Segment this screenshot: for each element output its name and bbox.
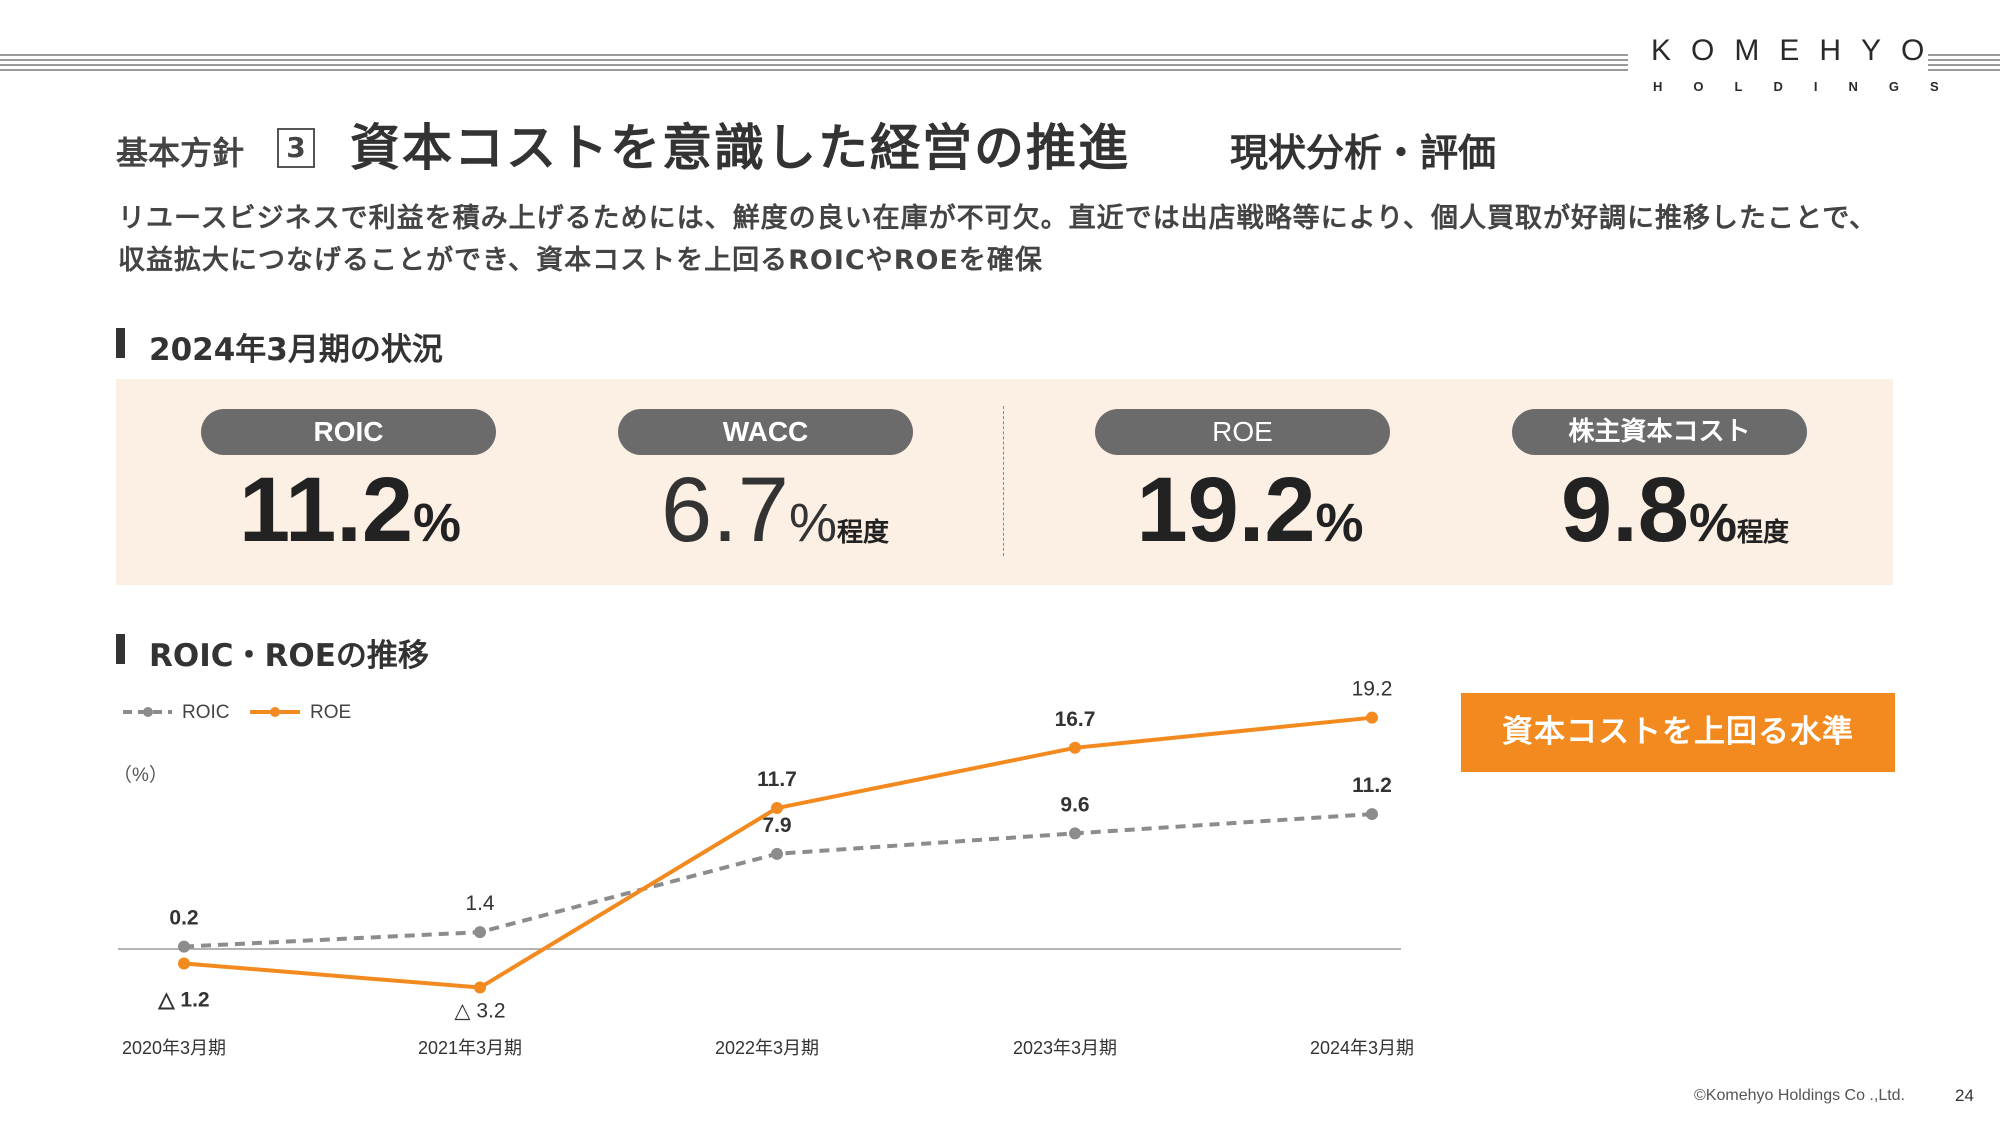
status-section-title: 2024年3月期の状況 [149,332,443,368]
series-roic: 0.2 1.4 7.9 9.6 11.2 [169,774,1392,953]
page-title: 資本コストを意識した経営の推進 [350,119,1130,177]
series-roe: △ 1.2 △ 3.2 11.7 16.7 19.2 [157,678,1392,1023]
x-axis-ticks: 2020年3月期 2021年3月期 2022年3月期 2023年3月期 2024年3月期 [122,1038,1414,1058]
cost-callout: 資本コストを上回る水準 [1461,693,1895,772]
data-label-roic: 11.2 [1352,774,1392,797]
point-roic [1366,808,1378,821]
kpi-roic-number: 11.2 [239,459,413,561]
legend-roic-label: ROIC [182,702,230,723]
logo-main: KOMEHYO [1651,34,1945,67]
point-roe [474,981,486,994]
data-label-roe: △ 1.2 [157,988,209,1011]
kpi-roe-unit: % [1315,493,1364,553]
data-label-roe: 11.7 [757,768,797,791]
point-roe [178,957,190,970]
chart-unit-label: （%） [113,764,168,786]
data-label-roic: 0.2 [169,907,198,930]
logo-sub: HOLDINGS [1653,79,1970,94]
kpi-label-wacc: WACC [618,409,913,455]
kpi-value-roe: 19.2% [1100,458,1400,563]
kpi-value-roic: 11.2% [200,458,500,563]
x-tick-label: 2023年3月期 [1013,1038,1117,1058]
x-tick-label: 2021年3月期 [418,1038,522,1058]
kpi-value-equity-cost: 9.8%程度 [1510,458,1840,563]
kpi-roe-number: 19.2 [1136,459,1316,561]
x-tick-label: 2022年3月期 [715,1038,819,1058]
x-tick-label: 2020年3月期 [122,1038,226,1058]
data-label-roe: 16.7 [1055,708,1096,731]
data-label-roic: 9.6 [1060,793,1089,816]
kpi-label-equity-cost: 株主資本コスト [1512,409,1807,455]
page-number: 24 [1955,1086,1974,1105]
kpi-wacc-suffix: 程度 [836,518,889,548]
kpi-divider [1003,406,1004,556]
trend-section-title: ROIC・ROEの推移 [149,638,429,674]
kpi-equity-suffix: 程度 [1736,518,1789,548]
point-roe [1069,741,1081,754]
kpi-equity-unit: % [1688,493,1737,553]
data-label-roe: △ 3.2 [454,1000,505,1023]
point-roic [771,847,783,860]
data-label-roic: 1.4 [465,892,495,915]
point-roe [1366,711,1378,724]
header-rule-left [0,54,1628,72]
x-tick-label: 2024年3月期 [1310,1038,1414,1058]
kpi-wacc-unit: % [788,493,837,553]
kpi-roic-unit: % [412,493,461,553]
kpi-value-wacc: 6.7%程度 [610,458,940,563]
policy-number: 3 [277,128,315,168]
kpi-label-roe: ROE [1095,409,1390,455]
legend-roic-marker [143,707,153,717]
legend-roe-marker [270,707,280,717]
policy-label: 基本方針 [116,134,245,172]
section-marker [116,328,125,358]
point-roic [1069,827,1081,840]
header-rule-right [1928,54,2000,72]
kpi-label-roic: ROIC [201,409,496,455]
point-roe [771,802,783,815]
copyright: ©Komehyo Holdings Co .,Ltd. [1694,1087,1906,1104]
lead-text: リユースビジネスで利益を積み上げるためには、鮮度の良い在庫が不可欠。直近では出店… [118,203,1878,276]
legend-roe-label: ROE [310,702,351,723]
point-roic [178,940,190,953]
data-label-roe: 19.2 [1352,678,1393,701]
kpi-equity-number: 9.8 [1561,459,1689,561]
kpi-wacc-number: 6.7 [661,459,789,561]
data-label-roic: 7.9 [762,814,791,837]
point-roic [474,926,486,939]
page-subtitle: 現状分析・評価 [1230,131,1497,175]
section-marker [116,634,125,664]
